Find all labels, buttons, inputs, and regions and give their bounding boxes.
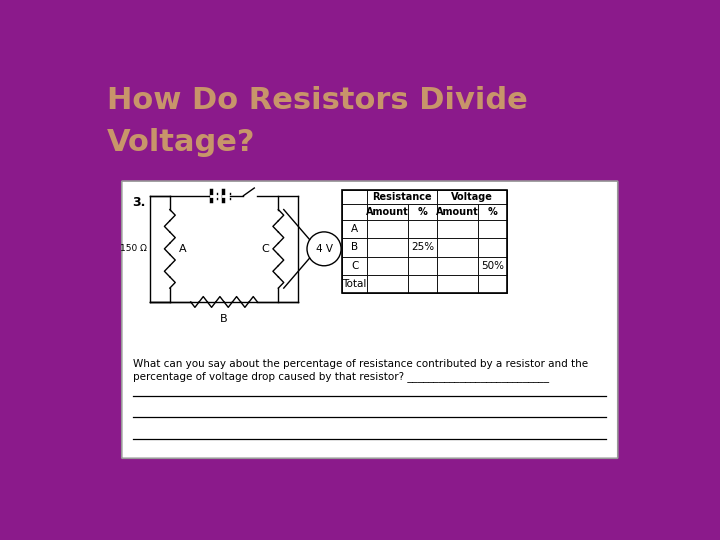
Bar (342, 204, 367, 220)
Bar (367, 256, 408, 275)
Text: B: B (351, 242, 359, 252)
Text: 50%: 50% (481, 261, 504, 271)
Bar (437, 204, 477, 220)
Text: percentage of voltage drop caused by that resistor? ___________________________: percentage of voltage drop caused by tha… (133, 372, 549, 382)
Text: C: C (261, 244, 269, 254)
Text: Amount: Amount (366, 207, 409, 217)
Text: What can you say about the percentage of resistance contributed by a resistor an: What can you say about the percentage of… (133, 359, 588, 369)
Text: 4 V: 4 V (315, 244, 333, 254)
Text: Total: Total (343, 279, 367, 289)
Bar (477, 238, 507, 256)
Text: C: C (351, 261, 359, 271)
Bar (342, 190, 507, 294)
FancyBboxPatch shape (122, 181, 618, 458)
Bar (477, 190, 507, 204)
Bar (437, 190, 507, 204)
Bar (477, 275, 507, 293)
Text: B: B (220, 314, 228, 325)
Bar (367, 190, 408, 204)
Text: How Do Resistors Divide: How Do Resistors Divide (107, 86, 528, 116)
Bar (437, 220, 477, 238)
Bar (342, 256, 367, 275)
Bar (408, 220, 437, 238)
Text: 150 Ω: 150 Ω (120, 244, 147, 253)
Text: %: % (418, 207, 428, 217)
Bar (367, 204, 408, 220)
Bar (367, 275, 408, 293)
Bar (408, 190, 437, 204)
Bar (437, 190, 477, 204)
Text: Resistance: Resistance (372, 192, 432, 202)
Bar (342, 190, 367, 204)
Bar (408, 275, 437, 293)
Bar (367, 190, 437, 204)
Text: %: % (487, 207, 497, 217)
Text: 3.: 3. (132, 195, 145, 208)
Text: 25%: 25% (411, 242, 434, 252)
Text: Voltage?: Voltage? (107, 128, 256, 157)
Text: Amount: Amount (436, 207, 479, 217)
Bar (437, 238, 477, 256)
Text: A: A (351, 224, 359, 234)
Bar (477, 204, 507, 220)
Bar (408, 256, 437, 275)
Bar (477, 256, 507, 275)
Bar (342, 220, 367, 238)
Bar (367, 220, 408, 238)
Bar (437, 256, 477, 275)
Bar (342, 275, 367, 293)
Bar (367, 238, 408, 256)
Text: A: A (179, 244, 186, 254)
Bar (408, 238, 437, 256)
Bar (477, 220, 507, 238)
Bar (437, 275, 477, 293)
Text: Voltage: Voltage (451, 192, 493, 202)
Bar (408, 204, 437, 220)
Bar (342, 238, 367, 256)
